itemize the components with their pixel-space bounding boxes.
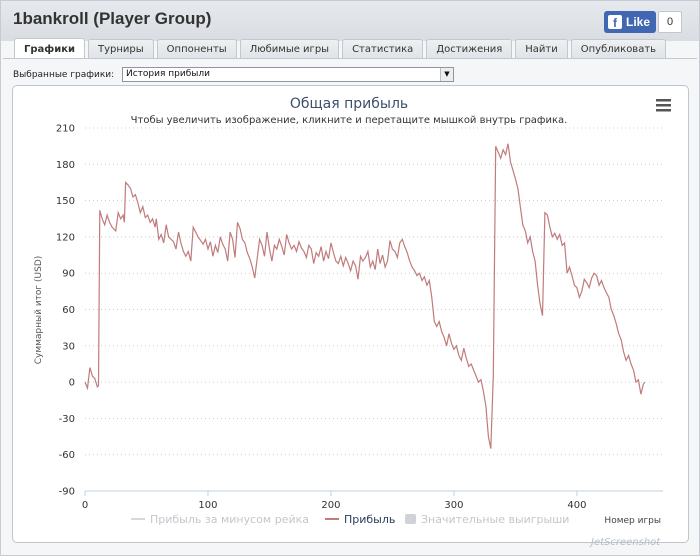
legend-item[interactable]: Значительные выигрыши (405, 513, 569, 526)
y-tick-label: -60 (59, 450, 75, 461)
legend-item[interactable]: Прибыль (325, 513, 395, 526)
y-axis-ticks: -90 -60 -30 0 30 60 90 120 150 180 210 (56, 124, 75, 498)
tab-6[interactable]: Достижения (426, 39, 513, 59)
legend-item[interactable]: Прибыль за минусом рейка (131, 513, 309, 526)
tab-2[interactable]: Турниры (88, 39, 154, 59)
profit-chart[interactable]: Общая прибыль Чтобы увеличить изображени… (13, 86, 688, 542)
facebook-like-button[interactable]: f Like (604, 11, 656, 33)
facebook-like-label: Like (626, 15, 651, 29)
legend-label[interactable]: Прибыль за минусом рейка (150, 513, 309, 526)
x-axis-ticks: 0 100 200 300 400 (82, 491, 586, 511)
chart-subtitle: Чтобы увеличить изображение, кликните и … (131, 115, 568, 126)
y-tick-label: 60 (62, 305, 75, 316)
window-title: 1bankroll (Player Group) (13, 9, 212, 28)
chart-selector-value: История прибыли (126, 69, 210, 79)
menu-icon-bar[interactable] (656, 109, 671, 112)
y-tick-label: 90 (62, 269, 75, 280)
legend-label[interactable]: Значительные выигрыши (421, 513, 569, 526)
watermark: JetScreenshot (591, 537, 661, 548)
x-tick-label: 0 (82, 500, 88, 511)
menu-icon[interactable] (656, 99, 671, 112)
title-bar: 1bankroll (Player Group) f Like 0 (1, 1, 699, 41)
y-tick-label: -30 (59, 414, 75, 425)
tab-5[interactable]: Статистика (342, 39, 424, 59)
y-tick-label: 30 (62, 341, 75, 352)
y-tick-label: 180 (56, 160, 75, 171)
chart-series (84, 143, 646, 449)
series-line-profit (84, 143, 646, 449)
chart-grid (85, 127, 663, 492)
x-axis-label: Номер игры (604, 516, 661, 526)
legend-symbol[interactable] (405, 514, 416, 524)
y-tick-label: -90 (59, 487, 75, 498)
y-axis-label: Суммарный итог (USD) (34, 256, 44, 365)
chart-panel[interactable]: Общая прибыль Чтобы увеличить изображени… (12, 85, 689, 543)
tab-4[interactable]: Любимые игры (239, 39, 340, 59)
x-tick-label: 400 (567, 500, 586, 511)
x-tick-label: 100 (198, 500, 217, 511)
tab-7[interactable]: Найти (515, 39, 568, 59)
y-tick-label: 150 (56, 196, 75, 207)
tab-1[interactable]: Графики (14, 38, 86, 59)
chart-legend[interactable]: Прибыль за минусом рейка Прибыль Значитель… (131, 513, 569, 526)
menu-icon-bar[interactable] (656, 104, 671, 107)
chart-selector-dropdown[interactable]: История прибыли ▼ (122, 67, 454, 82)
chart-selector-label: Выбранные графики: (13, 70, 115, 80)
tab-bar: Графики Турниры Оппоненты Любимые игры Стати… (14, 38, 667, 59)
chevron-down-icon[interactable]: ▼ (440, 68, 453, 81)
facebook-icon: f (608, 15, 622, 29)
y-tick-label: 210 (56, 124, 75, 135)
menu-icon-bar[interactable] (656, 99, 671, 102)
chart-title: Общая прибыль (290, 96, 408, 112)
tab-divider (3, 58, 697, 59)
y-tick-label: 0 (69, 378, 75, 389)
facebook-like-count: 0 (658, 11, 682, 33)
tab-3[interactable]: Оппоненты (156, 39, 237, 59)
tab-8[interactable]: Опубликовать (570, 39, 667, 59)
x-tick-label: 300 (444, 500, 463, 511)
legend-label[interactable]: Прибыль (344, 513, 395, 526)
x-tick-label: 200 (321, 500, 340, 511)
y-tick-label: 120 (56, 232, 75, 243)
